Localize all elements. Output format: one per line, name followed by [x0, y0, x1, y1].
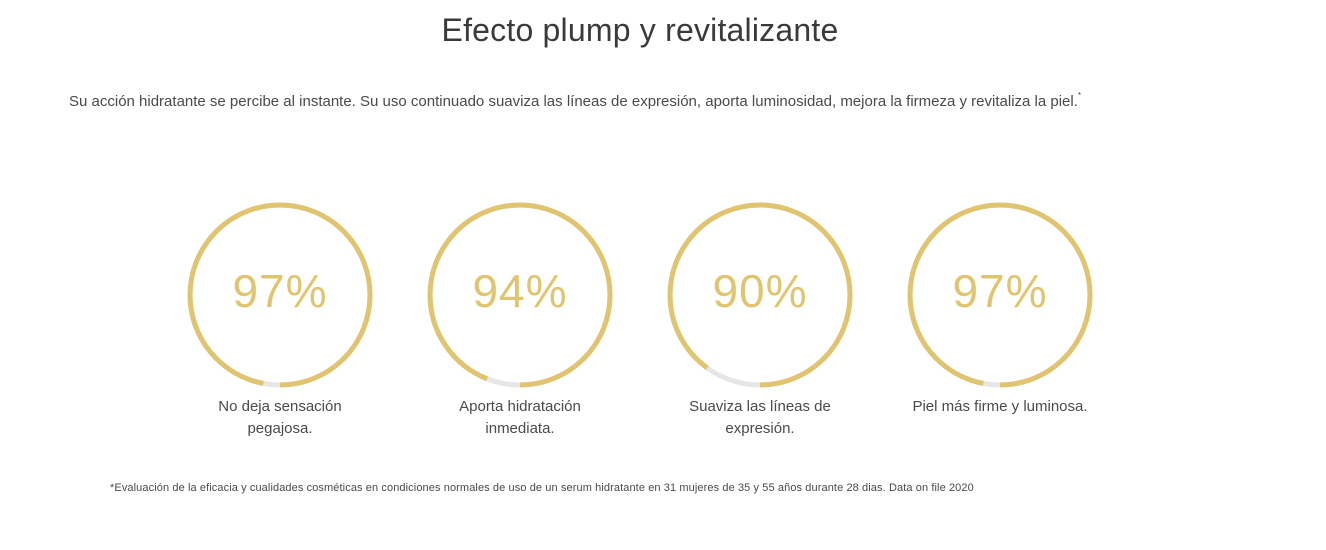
intro-body: Su acción hidratante se percibe al insta… [69, 93, 1078, 110]
stat-percentage: 90% [712, 265, 808, 317]
progress-ring-graphic [667, 202, 853, 388]
stat-percentage: 97% [952, 265, 1048, 317]
progress-ring: 97% [187, 202, 373, 388]
progress-ring: 97% [907, 202, 1093, 388]
stats-row: 97% No deja sensación pegajosa. 94% Apor… [0, 202, 1326, 442]
stat-caption: Suaviza las líneas de expresión. [689, 398, 831, 437]
footnote: *Evaluación de la eficacia y cualidades … [110, 482, 974, 494]
progress-ring-fill [907, 202, 1093, 388]
progress-ring-fill [667, 202, 853, 388]
progress-ring: 94% [427, 202, 613, 388]
stat-item: 97% No deja sensación pegajosa. [187, 202, 373, 440]
progress-ring-fill [427, 202, 613, 388]
progress-ring: 90% [667, 202, 853, 388]
stat-item: 90% Suaviza las líneas de expresión. [667, 202, 853, 440]
stat-percentage: 94% [472, 265, 568, 317]
stat-item: 97% Piel más firme y luminosa. [907, 202, 1093, 418]
stat-item: 94% Aporta hidratación inmediata. [427, 202, 613, 440]
stat-percentage: 97% [232, 265, 328, 317]
progress-ring-graphic [907, 202, 1093, 388]
intro-footnote-mark: * [1077, 91, 1082, 100]
progress-ring-graphic [427, 202, 613, 388]
stat-caption: Aporta hidratación inmediata. [459, 398, 581, 437]
progress-ring-graphic [187, 202, 373, 388]
stat-caption: Piel más firme y luminosa. [912, 398, 1088, 415]
progress-ring-fill [187, 202, 373, 388]
stat-caption: No deja sensación pegajosa. [218, 398, 342, 437]
section-title: Efecto plump y revitalizante [441, 12, 839, 48]
intro-text: Su acción hidratante se percibe al insta… [69, 91, 1082, 110]
